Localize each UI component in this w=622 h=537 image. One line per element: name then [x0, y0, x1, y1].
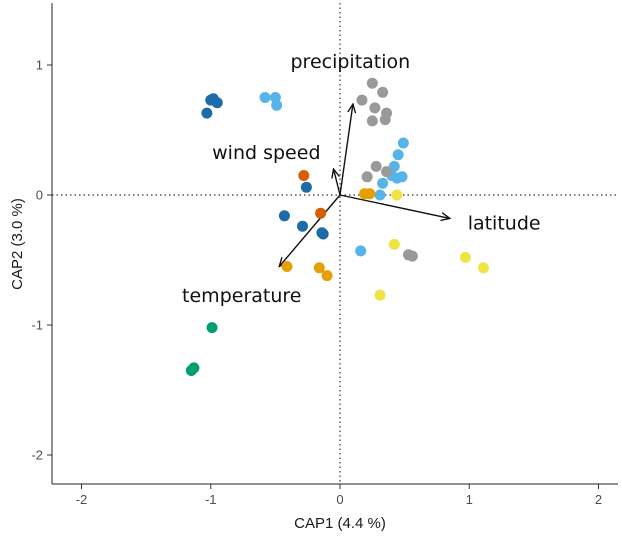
data-point [366, 115, 378, 127]
y-axis-title: CAP2 (3.0 %) [9, 198, 26, 290]
y-tick-label: 1 [36, 58, 43, 73]
vector-arrow [339, 104, 353, 196]
data-point [271, 99, 283, 111]
y-tick-label: -2 [31, 448, 43, 463]
data-point [364, 188, 376, 200]
data-point [374, 289, 386, 301]
data-point [321, 270, 333, 282]
data-point [361, 171, 373, 183]
data-point [278, 210, 290, 222]
data-point [374, 189, 386, 201]
data-point [207, 93, 219, 105]
data-point [297, 220, 309, 232]
data-point [201, 107, 213, 119]
data-point [300, 181, 312, 193]
data-point [298, 170, 310, 182]
data-point [397, 137, 409, 149]
data-point [185, 364, 197, 376]
sample-points [185, 77, 489, 376]
environmental-vectors [279, 104, 450, 267]
y-tick-label: -1 [31, 318, 43, 333]
vector-label: latitude [468, 212, 541, 234]
data-point [315, 207, 327, 219]
data-point [259, 92, 271, 104]
data-point [356, 94, 368, 106]
data-point [392, 149, 404, 161]
data-point [369, 102, 381, 114]
vector-arrow [339, 194, 450, 218]
data-point [396, 171, 408, 183]
data-point [370, 160, 382, 172]
x-axis-title: CAP1 (4.4 %) [294, 515, 386, 532]
data-point [377, 86, 389, 98]
x-tick-label: -2 [76, 492, 88, 507]
x-tick-label: 0 [336, 492, 343, 507]
data-point [366, 77, 378, 89]
data-point [313, 262, 325, 274]
data-point [388, 238, 400, 250]
data-point [391, 189, 403, 201]
reference-lines [52, 3, 618, 484]
data-point [379, 114, 391, 126]
data-point [459, 251, 471, 263]
data-point [281, 260, 293, 272]
x-tick-label: 2 [595, 492, 602, 507]
data-point [206, 322, 218, 334]
vector-label: wind speed [212, 142, 320, 164]
x-tick-label: 1 [466, 492, 473, 507]
vector-labels: precipitation wind speed latitude temperatu… [182, 51, 541, 307]
data-point [316, 227, 328, 239]
data-point [355, 245, 367, 257]
data-point [477, 262, 489, 274]
data-point [406, 250, 418, 262]
vector-arrow [334, 169, 341, 196]
y-tick-label: 0 [36, 188, 43, 203]
data-point [377, 177, 389, 189]
vector-label: precipitation [290, 51, 410, 73]
vector-arrow [279, 194, 341, 267]
vector-label: temperature [182, 285, 301, 307]
data-point [381, 166, 393, 178]
x-tick-label: -1 [205, 492, 217, 507]
axis-ticks: -2 -1 0 1 2 -2 -1 0 1 [31, 58, 602, 508]
